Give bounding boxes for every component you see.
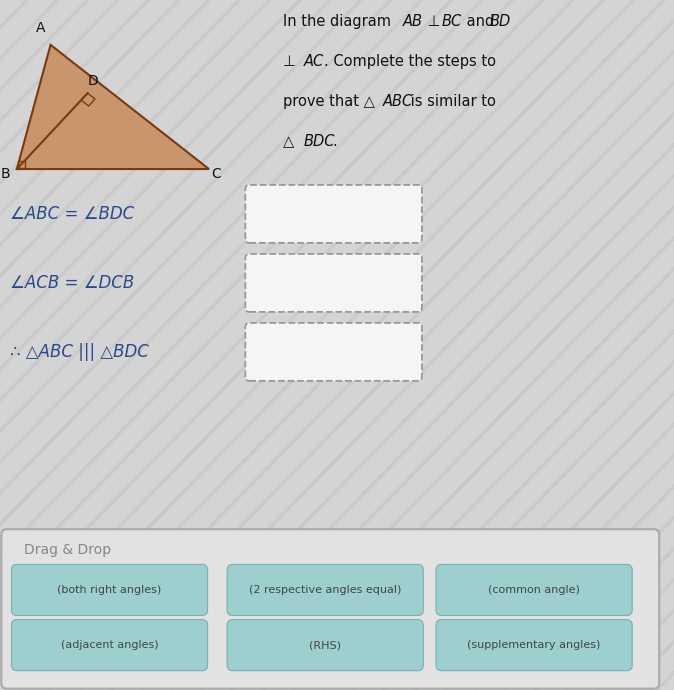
Text: (common angle): (common angle) [488,585,580,595]
Text: (2 respective angles equal): (2 respective angles equal) [249,585,402,595]
Text: Drag & Drop: Drag & Drop [24,543,111,557]
Text: is similar to: is similar to [406,94,496,109]
FancyBboxPatch shape [245,323,422,381]
Polygon shape [17,45,209,169]
Text: (supplementary angles): (supplementary angles) [468,640,601,650]
Text: A: A [36,21,45,34]
Text: BD: BD [490,14,512,29]
Text: ⊥: ⊥ [283,54,296,69]
Text: BDC: BDC [303,134,335,149]
Text: .: . [332,134,337,149]
Text: ∠ABC = ∠BDC: ∠ABC = ∠BDC [10,205,134,223]
Text: prove that △: prove that △ [283,94,375,109]
Text: . Complete the steps to: . Complete the steps to [324,54,495,69]
Bar [18,161,25,168]
FancyBboxPatch shape [436,564,632,615]
Text: AB: AB [403,14,423,29]
Text: and: and [462,14,499,29]
Text: In the diagram: In the diagram [283,14,396,29]
Text: D: D [88,75,98,88]
Text: AC: AC [303,54,324,69]
Text: △: △ [283,134,295,149]
Text: ∴ △ABC ||| △BDC: ∴ △ABC ||| △BDC [10,343,149,361]
Text: (adjacent angles): (adjacent angles) [61,640,158,650]
Text: ∠ACB = ∠DCB: ∠ACB = ∠DCB [10,274,134,292]
FancyBboxPatch shape [227,620,423,671]
Text: (RHS): (RHS) [309,640,341,650]
Text: (both right angles): (both right angles) [57,585,162,595]
FancyBboxPatch shape [11,564,208,615]
FancyBboxPatch shape [245,254,422,312]
Text: ⊥: ⊥ [423,14,446,29]
FancyBboxPatch shape [11,620,208,671]
Text: ABC: ABC [383,94,413,109]
Text: BC: BC [441,14,462,29]
Text: B: B [1,167,10,181]
FancyBboxPatch shape [436,620,632,671]
FancyBboxPatch shape [245,185,422,243]
Text: C: C [211,167,220,181]
FancyBboxPatch shape [227,564,423,615]
FancyBboxPatch shape [1,529,659,689]
